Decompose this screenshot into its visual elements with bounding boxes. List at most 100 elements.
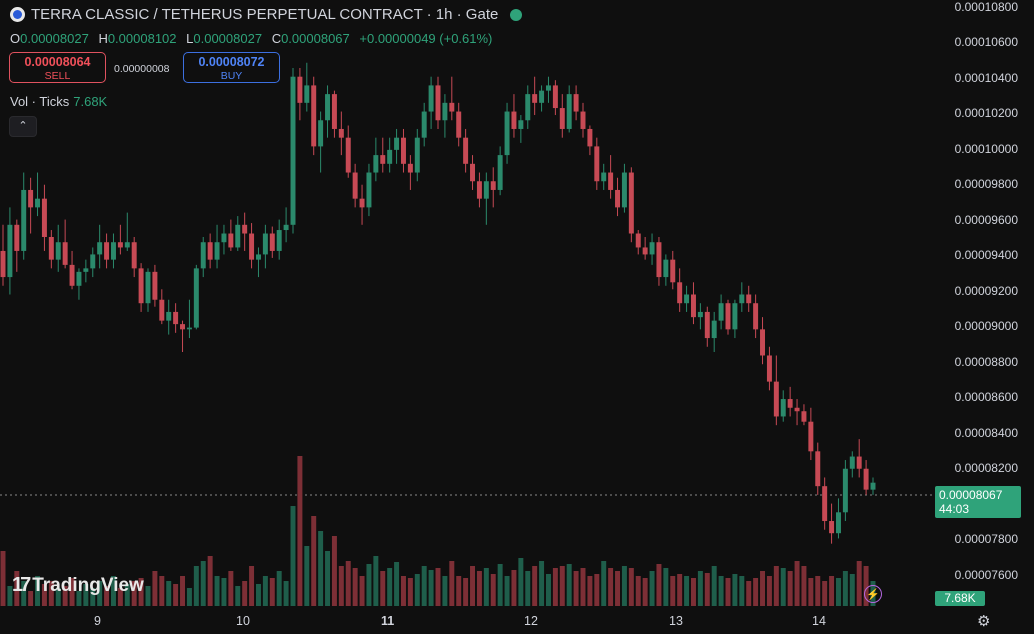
volume-bar [463,578,469,606]
candle-body [780,399,786,417]
y-tick: 0.00009400 [954,248,1018,262]
volume-bar [566,564,572,606]
volume-bar [656,564,662,606]
volume-bar [835,578,841,606]
volume-bar [352,568,358,606]
candle-body [829,521,835,534]
volume-bar [69,578,75,606]
collapse-legend-button[interactable]: ⌃ [9,116,37,137]
volume-bar [746,581,752,606]
candle-body [435,85,441,121]
candle-body [366,172,372,208]
candle-body [14,224,20,251]
last-price-tag: 0.00008067 44:03 [935,486,1021,518]
volume-bar [83,584,89,606]
volume-bar [338,566,344,606]
volume-bar [62,586,68,606]
volume-bar [711,566,717,606]
y-tick: 0.00007800 [954,532,1018,546]
candle-body [739,294,745,304]
candle-body [842,468,848,513]
candle-body [449,102,455,112]
volume-bar [255,584,261,606]
volume-bar [173,584,179,606]
volume-bar [476,571,482,606]
volume-label: Vol · Ticks [10,94,70,109]
volume-bar [428,570,434,606]
candle-body [849,456,855,469]
volume-bar [801,566,807,606]
y-tick: 0.00010200 [954,106,1018,120]
candle-body [145,271,151,304]
volume-bar [739,576,745,606]
candle-body [863,468,869,490]
volume-bar [207,556,213,606]
y-tick: 0.00009000 [954,319,1018,333]
buy-button[interactable]: 0.00008072 BUY [183,52,280,83]
y-tick: 0.00010000 [954,142,1018,156]
volume-bar [131,581,137,606]
candle-body [387,149,393,164]
candle-body [62,242,68,265]
candle-body [159,299,165,321]
change-value: +0.00000049 (+0.61%) [359,31,493,46]
candle-body [773,381,779,417]
candle-body [794,407,800,412]
candle-body [670,259,676,283]
volume-bar [815,576,821,606]
candle-body [331,94,337,129]
candle-body [690,294,696,318]
y-tick: 0.00010800 [954,0,1018,14]
volume-bar [470,566,476,606]
x-tick: 13 [669,614,683,628]
volume-bar [200,561,206,606]
y-tick: 0.00007600 [954,568,1018,582]
volume-bar [331,536,337,606]
countdown-value: 44:03 [939,502,970,516]
volume-bar [842,571,848,606]
candle-body [815,451,821,487]
candle-body [746,294,752,304]
candle-body [601,172,607,182]
lightning-icon[interactable]: ⚡ [864,585,882,603]
volume-bar [414,574,420,606]
volume-bar [449,561,455,606]
candle-body [801,411,807,422]
volume-bar [594,574,600,606]
candle-body [566,94,572,129]
y-tick: 0.00008600 [954,390,1018,404]
candle-body [559,108,565,129]
volume-bar [856,561,862,606]
volume-bar [601,561,607,606]
candle-body [711,320,717,339]
candle-body [131,242,137,269]
candle-body [345,137,351,173]
y-tick: 0.00009600 [954,213,1018,227]
candle-body [580,111,586,129]
candle-body [642,247,648,255]
candle-body [552,85,558,109]
volume-bar [0,551,6,606]
settings-gear-icon[interactable]: ⚙ [977,613,991,630]
candle-body [753,303,759,330]
volume-bar [780,568,786,606]
high-label: H [98,31,108,46]
volume-bar [48,581,54,606]
sell-button[interactable]: 0.00008064 SELL [9,52,106,83]
terra-logo-icon [10,7,25,22]
volume-bar [421,566,427,606]
candle-body [594,146,600,182]
sell-price: 0.00008064 [24,55,91,69]
volume-bar [518,558,524,606]
volume-bar [580,568,586,606]
tradingview-logo[interactable]: 17 TradingView [12,574,144,597]
candle-body [41,198,47,237]
candle-body [766,355,772,382]
volume-bar [221,578,227,606]
volume-bars [0,456,876,606]
candle-body [463,137,469,164]
candle-body [400,137,406,164]
volume-bar [697,571,703,606]
candle-body [532,94,538,103]
